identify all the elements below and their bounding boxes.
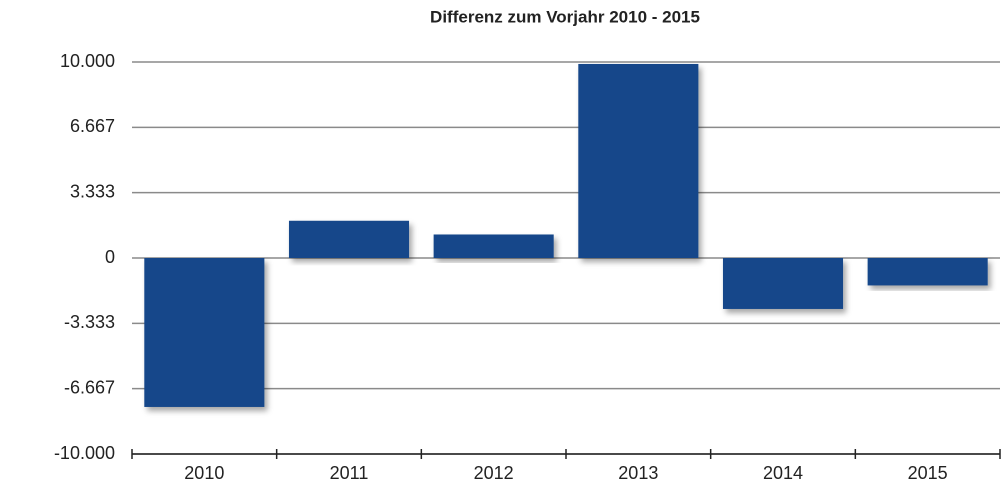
y-tick-label: 0 — [105, 247, 115, 267]
x-tick-label: 2010 — [184, 463, 224, 483]
y-tick-label: 6.667 — [70, 116, 115, 136]
y-tick-label: 3.333 — [70, 181, 115, 201]
chart-title: Differenz zum Vorjahr 2010 - 2015 — [430, 7, 700, 26]
y-tick-label: -10.000 — [54, 443, 115, 463]
bar — [144, 258, 265, 407]
x-tick-label: 2015 — [908, 463, 948, 483]
x-tick-label: 2011 — [330, 463, 369, 483]
y-tick-label: -3.333 — [64, 312, 115, 332]
x-tick-label: 2013 — [618, 463, 658, 483]
x-tick-label: 2014 — [763, 463, 803, 483]
x-tick-label: 2012 — [474, 463, 514, 483]
bar — [288, 220, 410, 258]
bar — [867, 258, 988, 286]
y-tick-label: -6.667 — [64, 377, 115, 397]
bar — [578, 63, 699, 259]
bar — [722, 258, 844, 309]
y-tick-label: 10.000 — [60, 51, 115, 71]
bar — [433, 234, 554, 258]
